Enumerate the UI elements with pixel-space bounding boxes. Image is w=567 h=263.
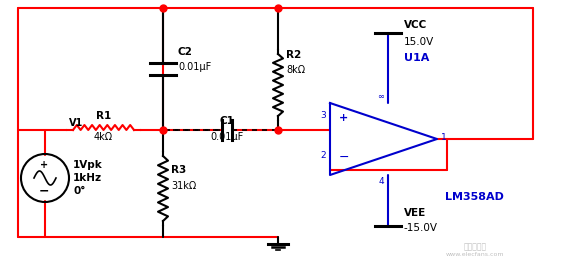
Text: C1: C1 xyxy=(219,116,234,126)
Text: R1: R1 xyxy=(96,111,111,121)
Text: 电子发烧友: 电子发烧友 xyxy=(463,242,486,251)
Text: 4kΩ: 4kΩ xyxy=(94,132,113,142)
Text: 31kΩ: 31kΩ xyxy=(171,181,196,191)
Text: VCC: VCC xyxy=(404,20,428,30)
Text: 1kHz: 1kHz xyxy=(73,173,102,183)
Text: +: + xyxy=(340,113,349,123)
Text: LM358AD: LM358AD xyxy=(445,192,504,202)
Text: 4: 4 xyxy=(378,177,384,186)
Text: www.elecfans.com: www.elecfans.com xyxy=(446,252,504,257)
Text: 8kΩ: 8kΩ xyxy=(286,65,305,75)
Text: VEE: VEE xyxy=(404,208,426,218)
Text: C2: C2 xyxy=(178,47,193,57)
Text: R2: R2 xyxy=(286,50,301,60)
Text: -15.0V: -15.0V xyxy=(404,223,438,233)
Text: −: − xyxy=(338,150,349,164)
Text: ∞: ∞ xyxy=(377,92,384,101)
Text: 1Vpk: 1Vpk xyxy=(73,160,103,170)
Text: 1: 1 xyxy=(441,133,447,141)
Text: −: − xyxy=(39,185,49,198)
Text: 3: 3 xyxy=(320,112,326,120)
Text: 15.0V: 15.0V xyxy=(404,37,434,47)
Text: V1: V1 xyxy=(69,118,83,128)
Text: +: + xyxy=(40,160,48,170)
Text: 0.01μF: 0.01μF xyxy=(178,62,211,72)
Text: 0°: 0° xyxy=(73,186,86,196)
Text: R3: R3 xyxy=(171,165,186,175)
Text: 0.01μF: 0.01μF xyxy=(210,132,244,142)
Text: U1A: U1A xyxy=(404,53,429,63)
Text: 2: 2 xyxy=(320,150,326,159)
